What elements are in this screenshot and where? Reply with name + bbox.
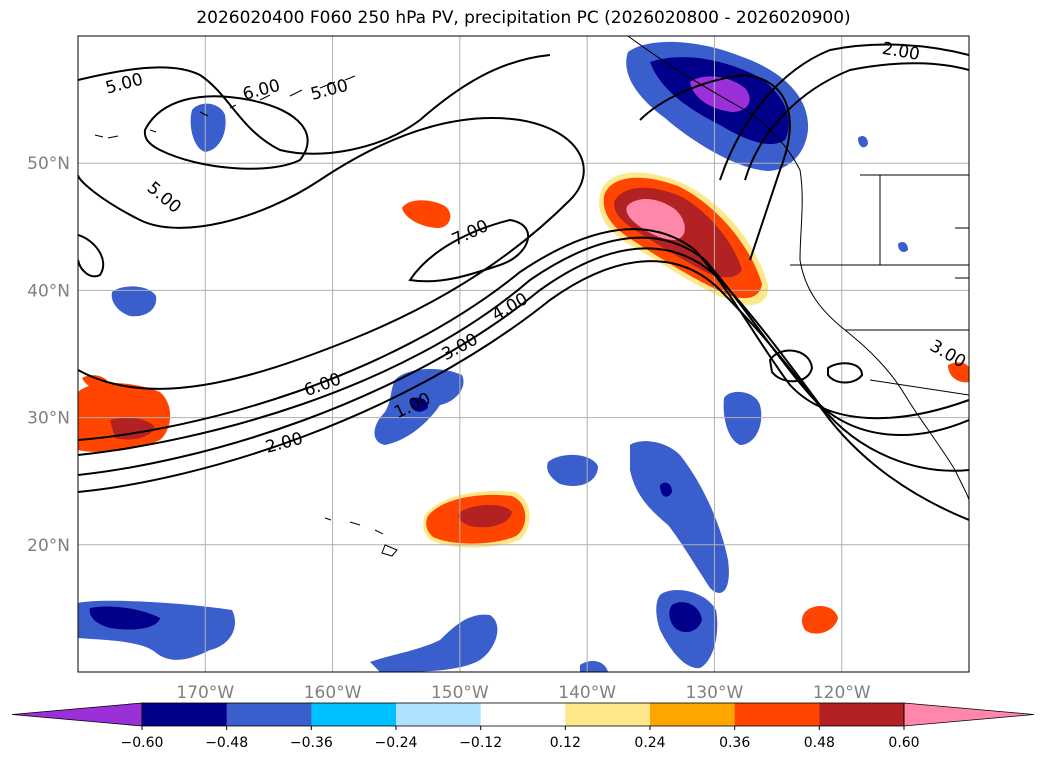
lon-tick-label: 170°W (176, 683, 234, 703)
lon-tick-label: 150°W (431, 683, 489, 703)
precip-blue-tiny-2 (898, 242, 908, 252)
contour-2-north (719, 43, 969, 181)
border-mexico (869, 379, 969, 396)
contour-2-north-b (744, 62, 969, 181)
precip-red-east (948, 362, 969, 383)
colorbar-segment (480, 703, 566, 726)
map-title: 2026020400 F060 250 hPa PV, precipitatio… (196, 8, 851, 28)
lat-tick-label: 30°N (27, 409, 70, 429)
latitude-labels: 20°N 30°N 40°N 50°N (27, 154, 70, 556)
colorbar-segment (226, 703, 312, 726)
colorbar-segment (311, 703, 397, 726)
precip-max-oregon (626, 198, 685, 240)
lat-tick-label: 50°N (27, 154, 70, 174)
contour-5-north (143, 95, 309, 170)
contour-3 (78, 247, 969, 476)
hawaii-islands (324, 517, 398, 557)
colorbar-extend-high (903, 702, 1035, 727)
colorbar-segment (142, 703, 228, 726)
colorbar-tick-label: −0.60 (121, 735, 164, 751)
colorbar-tick-label: −0.12 (459, 735, 502, 751)
colorbar-tick-label: −0.36 (290, 735, 333, 751)
map-background (78, 36, 969, 672)
precip-west-small (82, 375, 110, 390)
colorbar-segment (565, 703, 651, 726)
contour-small-2 (827, 362, 864, 384)
map-frame (77, 35, 970, 673)
precip-blue-south (370, 614, 498, 672)
precip-blue-27n (547, 454, 598, 486)
aleutian-west (94, 129, 157, 139)
aleutian-islands (199, 75, 356, 117)
precip-shading (78, 41, 969, 672)
colorbar-tick-label: 0.24 (634, 735, 665, 751)
precip-blue-tropical (630, 441, 729, 593)
colorbar-tick-label: 0.60 (888, 735, 919, 751)
precip-small-red (402, 200, 451, 228)
contour-bc (639, 73, 791, 261)
colorbar-extend-low (11, 702, 143, 727)
colorbar-tick-label: 0.36 (719, 735, 750, 751)
coastlines (94, 36, 969, 557)
colorbar-tick-label: 0.12 (550, 735, 581, 751)
precip-blue-32n-core (410, 397, 428, 412)
longitude-labels: 170°W 160°W 150°W 140°W 130°W 120°W (176, 683, 870, 703)
precip-blue-40n (111, 286, 157, 317)
lon-tick-label: 130°W (686, 683, 744, 703)
state-borders-4 (955, 227, 969, 279)
lat-tick-label: 20°N (27, 536, 70, 556)
contour-labels: 5.00 6.00 5.00 5.00 7.00 4.00 3.00 6.00 … (103, 39, 969, 458)
precip-blue-30n (723, 391, 762, 445)
colorbar-tick-label: −0.48 (205, 735, 248, 751)
colorbar-tick-label: −0.24 (375, 735, 418, 751)
contour-7 (408, 218, 530, 283)
colorbar: −0.60 −0.48 −0.36 −0.24 −0.12 0.12 0.24 0.36 0.4… (11, 702, 1035, 751)
contour-2 (78, 260, 969, 521)
colorbar-outline (141, 702, 905, 727)
contour-5 (78, 228, 969, 441)
lon-tick-label: 160°W (304, 683, 362, 703)
precip-blue-15n-core (669, 602, 702, 633)
lat-tick-label: 40°N (27, 281, 70, 301)
colorbar-segment (396, 703, 482, 726)
precip-blue-sw-core (89, 606, 160, 630)
gridlines (78, 36, 969, 672)
colorbar-segment (650, 703, 736, 726)
contour-small-1 (768, 349, 814, 383)
precip-west-core (110, 417, 155, 440)
contour-5-west (78, 234, 105, 278)
precip-red-baja (801, 606, 838, 634)
colorbar-tick-label: 0.48 (804, 735, 835, 751)
contour-6 (78, 117, 585, 390)
contour-4 (78, 236, 969, 456)
contour-6-north (78, 54, 551, 155)
coastline-na (627, 36, 969, 501)
colorbar-segment (819, 703, 905, 726)
lon-tick-label: 120°W (813, 683, 871, 703)
colorbar-segment (734, 703, 820, 726)
precip-hawaii-core (458, 504, 512, 528)
precip-blue-tropical-core (660, 482, 672, 497)
pv-contours (78, 43, 969, 521)
lon-tick-label: 140°W (558, 683, 616, 703)
precip-blue-tiny (858, 136, 868, 148)
precip-max-bc (690, 76, 750, 112)
precip-blue-aleutian (190, 103, 226, 152)
